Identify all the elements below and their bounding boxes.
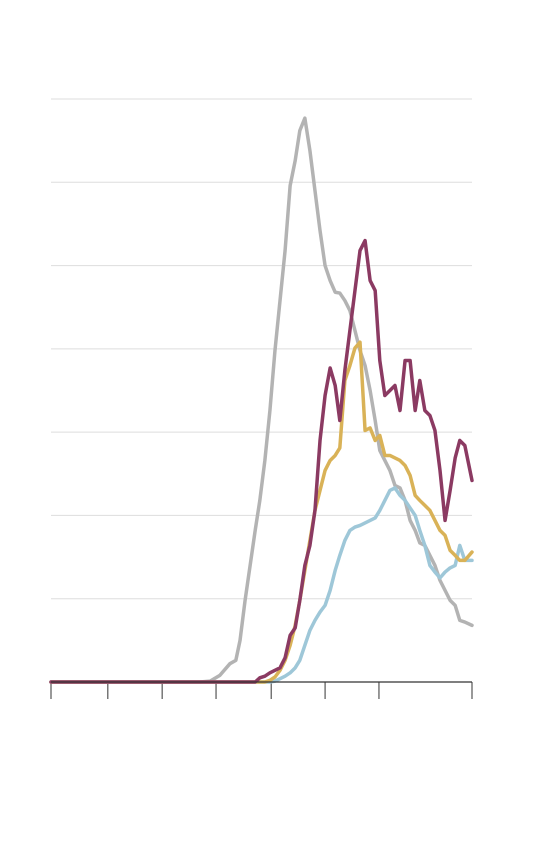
series-line — [49, 238, 474, 684]
series-line — [49, 116, 474, 684]
